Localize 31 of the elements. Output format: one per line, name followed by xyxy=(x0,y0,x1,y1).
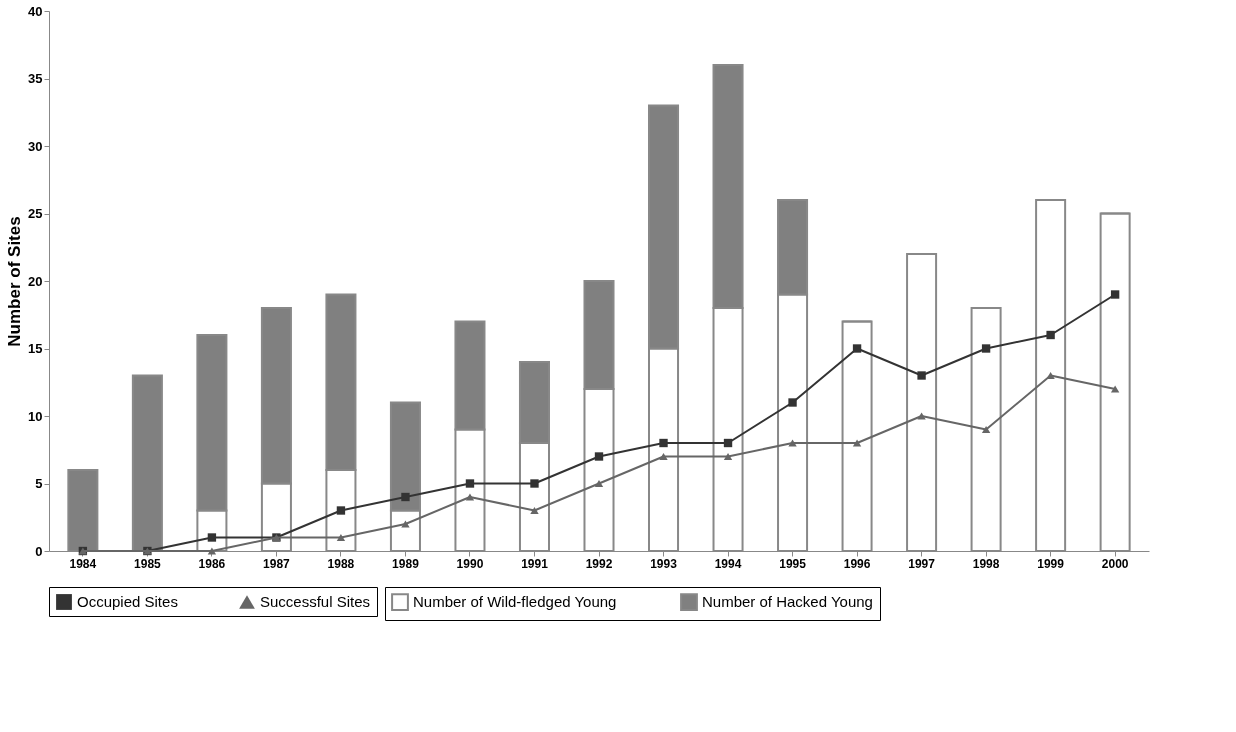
legend-label: Successful Sites xyxy=(260,593,371,610)
x-tick-label: 1995 xyxy=(779,556,807,571)
x-tick-label: 1991 xyxy=(521,556,549,571)
x-tick-label: 1990 xyxy=(456,556,484,571)
y-tick-label: 10 xyxy=(28,408,43,424)
y-tick-label: 40 xyxy=(28,3,43,19)
x-tick-label: 1998 xyxy=(972,556,1000,571)
legend-label: Number of Hacked Young xyxy=(702,593,873,611)
x-tick-label: 1997 xyxy=(908,556,936,571)
y-tick-label: 5 xyxy=(35,476,43,491)
x-tick-label: 1989 xyxy=(392,556,420,571)
legend-label: Occupied Sites xyxy=(77,593,178,610)
x-tick-label: 1987 xyxy=(263,556,291,571)
y-tick-label: 20 xyxy=(28,273,43,289)
legend-label: Number of Wild-fledged Young xyxy=(413,593,617,611)
y-tick-label: 25 xyxy=(28,206,43,221)
x-tick-label: 1994 xyxy=(714,556,742,571)
y-tick-label: 30 xyxy=(28,138,43,154)
y-tick-label: 15 xyxy=(28,341,43,356)
x-tick-label: 1996 xyxy=(843,556,871,571)
y-tick-label: 0 xyxy=(35,543,43,559)
x-tick-label: 1988 xyxy=(327,556,355,571)
x-tick-label: 1993 xyxy=(650,556,678,571)
x-tick-label: 1985 xyxy=(134,556,162,571)
x-tick-label: 2000 xyxy=(1101,556,1129,571)
x-tick-label: 1992 xyxy=(585,556,613,571)
x-tick-label: 1986 xyxy=(198,556,226,571)
x-tick-label: 1984 xyxy=(69,556,97,571)
y-tick-label: 35 xyxy=(28,71,43,86)
y-axis-title: Number of Sites xyxy=(5,216,25,347)
x-tick-label: 1999 xyxy=(1037,556,1065,571)
